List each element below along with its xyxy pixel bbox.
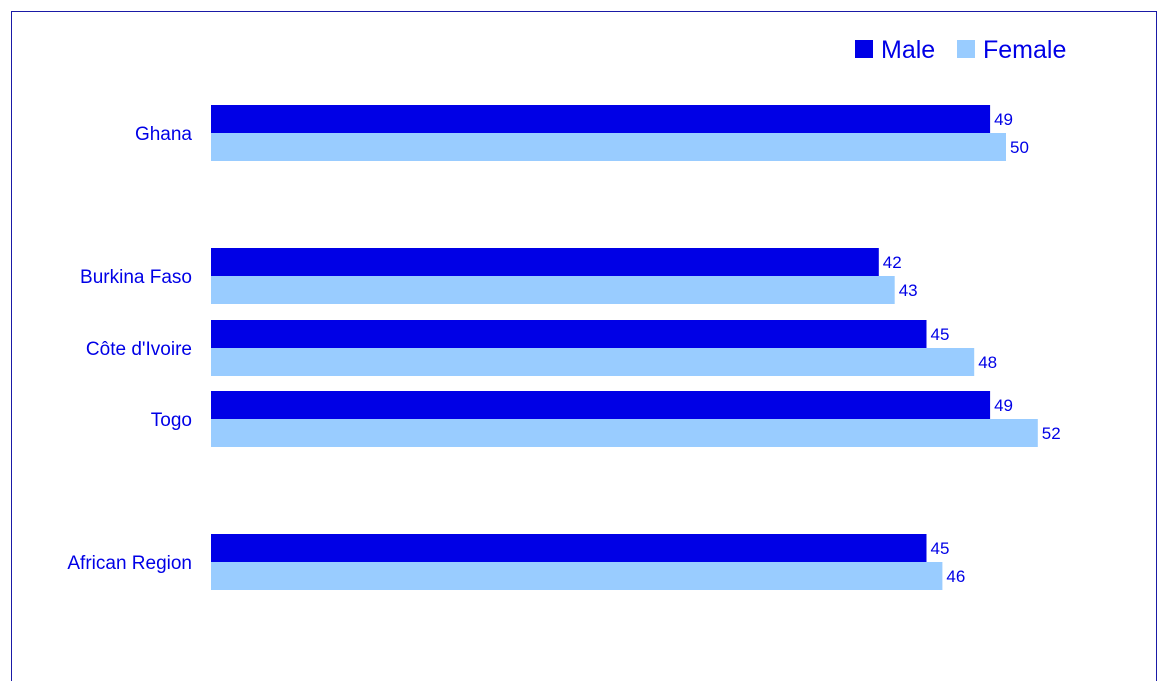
data-label-female-c-te-d-ivoire: 48 (978, 353, 997, 372)
bar-male-c-te-d-ivoire (211, 320, 927, 348)
chart-frame (11, 11, 1157, 681)
data-label-male-african-region: 45 (931, 539, 950, 558)
data-label-male-togo: 49 (994, 396, 1013, 415)
data-label-female-african-region: 46 (946, 567, 965, 586)
category-label-burkina-faso: Burkina Faso (80, 267, 192, 288)
category-label-african-region: African Region (67, 553, 192, 574)
legend-label-female: Female (983, 36, 1066, 64)
legend: Male Female (855, 36, 1066, 64)
legend-swatch-female (957, 40, 975, 58)
data-label-male-c-te-d-ivoire: 45 (931, 325, 950, 344)
bar-male-african-region (211, 534, 927, 562)
data-label-male-ghana: 49 (994, 110, 1013, 129)
bar-male-togo (211, 391, 991, 419)
legend-swatch-male (855, 40, 873, 58)
bar-group: Ghana 49 50 Burkina Faso 42 43 Côte d'Ivoire 45… (67, 105, 1061, 590)
data-label-female-togo: 52 (1042, 424, 1061, 443)
bar-female-ghana (211, 133, 1006, 161)
data-label-female-ghana: 50 (1010, 138, 1029, 157)
category-label-ghana: Ghana (135, 124, 192, 145)
category-label-togo: Togo (151, 410, 192, 431)
data-label-male-burkina-faso: 42 (883, 253, 902, 272)
category-label-c-te-d-ivoire: Côte d'Ivoire (86, 339, 192, 360)
bar-female-c-te-d-ivoire (211, 348, 975, 376)
bar-female-burkina-faso (211, 276, 895, 304)
legend-label-male: Male (881, 36, 935, 64)
bar-female-togo (211, 419, 1038, 447)
bar-male-ghana (211, 105, 991, 133)
data-label-female-burkina-faso: 43 (899, 281, 918, 300)
bar-male-burkina-faso (211, 248, 879, 276)
bar-female-african-region (211, 562, 943, 590)
